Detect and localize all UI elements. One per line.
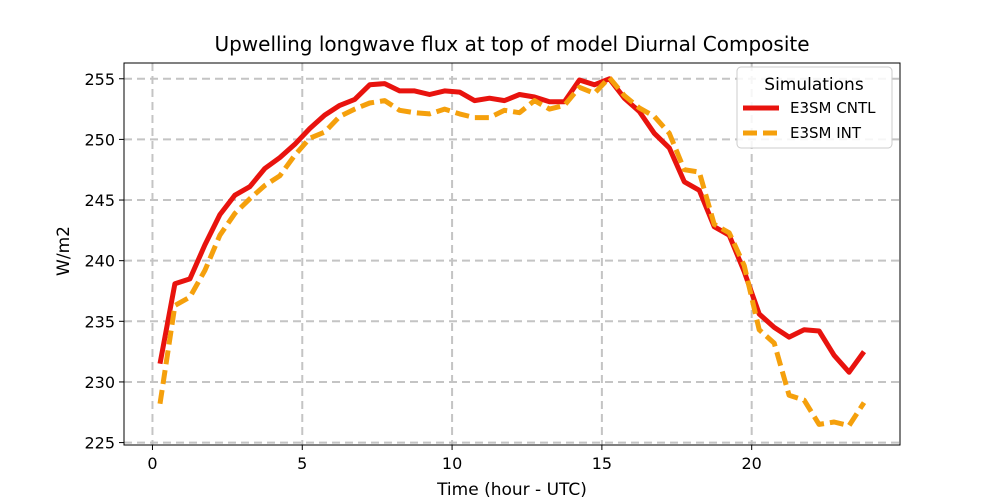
grid-lines [124, 63, 900, 445]
chart-title: Upwelling longwave flux at top of model … [214, 32, 809, 56]
x-tick-label: 5 [297, 454, 307, 473]
y-tick-label: 250 [84, 130, 115, 149]
y-tick-label: 240 [84, 252, 115, 271]
y-tick-label: 230 [84, 373, 115, 392]
y-tick-label: 235 [84, 312, 115, 331]
x-tick-label: 0 [147, 454, 157, 473]
series-lines [157, 75, 867, 429]
legend-label-e3sm-cntl: E3SM CNTL [790, 99, 876, 117]
series-line-e3sm-int [157, 75, 867, 429]
plot-frame [123, 62, 901, 446]
axis-ticks: 0 5 10 15 20 225 230 235 240 245 250 255 [84, 70, 761, 473]
y-tick-label: 245 [84, 191, 115, 210]
x-tick-label: 10 [442, 454, 462, 473]
x-axis-label: Time (hour - UTC) [436, 480, 587, 500]
x-tick-label: 15 [592, 454, 612, 473]
series-line-e3sm-cntl [157, 76, 867, 375]
x-tick-label: 20 [742, 454, 762, 473]
y-tick-label: 255 [84, 70, 115, 89]
legend-title: Simulations [764, 75, 864, 95]
legend-label-e3sm-int: E3SM INT [790, 124, 862, 142]
y-tick-label: 225 [84, 434, 115, 453]
legend: Simulations E3SM CNTL E3SM INT [736, 66, 893, 149]
y-axis-label: W/m2 [54, 226, 74, 276]
legend-box [736, 66, 893, 149]
